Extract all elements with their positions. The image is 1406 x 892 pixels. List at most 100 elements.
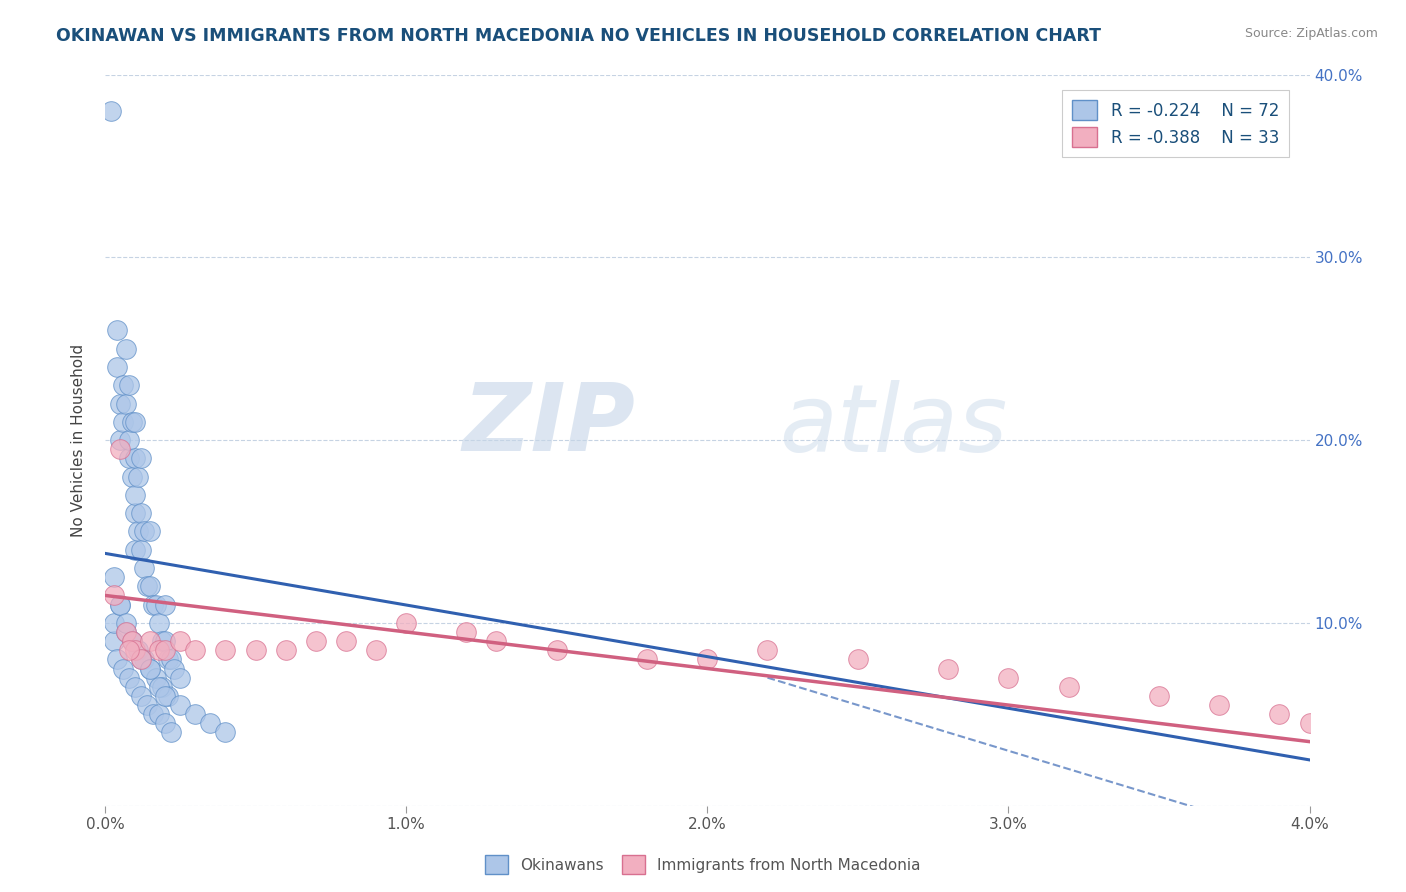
Point: [245, 643, 267, 657]
Point: [115, 342, 138, 356]
Point: [136, 579, 159, 593]
Point: [169, 698, 191, 712]
Point: [155, 634, 177, 648]
Point: [100, 104, 122, 119]
Point: [274, 643, 297, 657]
Text: ZIP: ZIP: [463, 379, 636, 472]
Point: [155, 716, 177, 731]
Point: [136, 698, 159, 712]
Point: [134, 652, 156, 666]
Point: [127, 524, 149, 539]
Point: [364, 643, 387, 657]
Point: [112, 378, 135, 392]
Point: [150, 680, 173, 694]
Point: [139, 661, 162, 675]
Point: [160, 652, 183, 666]
Point: [118, 671, 141, 685]
Point: [124, 488, 146, 502]
Point: [129, 542, 152, 557]
Point: [124, 415, 146, 429]
Point: [150, 634, 173, 648]
Point: [636, 652, 658, 666]
Point: [1298, 716, 1320, 731]
Point: [456, 624, 478, 639]
Point: [997, 671, 1019, 685]
Point: [103, 615, 125, 630]
Point: [124, 680, 146, 694]
Point: [214, 643, 236, 657]
Text: atlas: atlas: [779, 380, 1008, 471]
Point: [105, 323, 128, 337]
Point: [108, 433, 131, 447]
Point: [127, 469, 149, 483]
Point: [121, 634, 143, 648]
Point: [142, 707, 165, 722]
Point: [696, 652, 718, 666]
Point: [1208, 698, 1230, 712]
Legend: Okinawans, Immigrants from North Macedonia: Okinawans, Immigrants from North Macedon…: [479, 849, 927, 880]
Point: [169, 634, 191, 648]
Point: [118, 451, 141, 466]
Point: [148, 615, 170, 630]
Point: [121, 634, 143, 648]
Point: [105, 652, 128, 666]
Point: [214, 725, 236, 739]
Point: [115, 624, 138, 639]
Point: [160, 725, 183, 739]
Point: [184, 643, 207, 657]
Point: [129, 506, 152, 520]
Point: [105, 359, 128, 374]
Point: [546, 643, 568, 657]
Point: [118, 433, 141, 447]
Point: [155, 689, 177, 703]
Point: [129, 451, 152, 466]
Point: [129, 652, 152, 666]
Point: [139, 634, 162, 648]
Point: [124, 506, 146, 520]
Point: [184, 707, 207, 722]
Point: [124, 451, 146, 466]
Point: [936, 661, 959, 675]
Point: [157, 652, 180, 666]
Point: [1147, 689, 1170, 703]
Point: [129, 689, 152, 703]
Point: [115, 615, 138, 630]
Point: [112, 415, 135, 429]
Point: [121, 634, 143, 648]
Point: [121, 469, 143, 483]
Point: [756, 643, 779, 657]
Point: [108, 396, 131, 410]
Point: [157, 689, 180, 703]
Point: [121, 415, 143, 429]
Point: [115, 624, 138, 639]
Point: [305, 634, 328, 648]
Point: [118, 643, 141, 657]
Point: [145, 598, 167, 612]
Point: [148, 643, 170, 657]
Point: [127, 643, 149, 657]
Point: [118, 378, 141, 392]
Point: [169, 671, 191, 685]
Point: [129, 652, 152, 666]
Point: [115, 396, 138, 410]
Point: [108, 442, 131, 457]
Point: [155, 643, 177, 657]
Point: [335, 634, 357, 648]
Point: [485, 634, 508, 648]
Point: [134, 561, 156, 575]
Point: [124, 643, 146, 657]
Point: [108, 598, 131, 612]
Point: [124, 542, 146, 557]
Point: [142, 598, 165, 612]
Point: [163, 661, 186, 675]
Point: [148, 707, 170, 722]
Point: [134, 524, 156, 539]
Point: [148, 680, 170, 694]
Point: [103, 589, 125, 603]
Legend: R = -0.224    N = 72, R = -0.388    N = 33: R = -0.224 N = 72, R = -0.388 N = 33: [1063, 90, 1289, 158]
Point: [139, 661, 162, 675]
Y-axis label: No Vehicles in Household: No Vehicles in Household: [72, 343, 86, 537]
Point: [395, 615, 418, 630]
Point: [103, 634, 125, 648]
Point: [846, 652, 869, 666]
